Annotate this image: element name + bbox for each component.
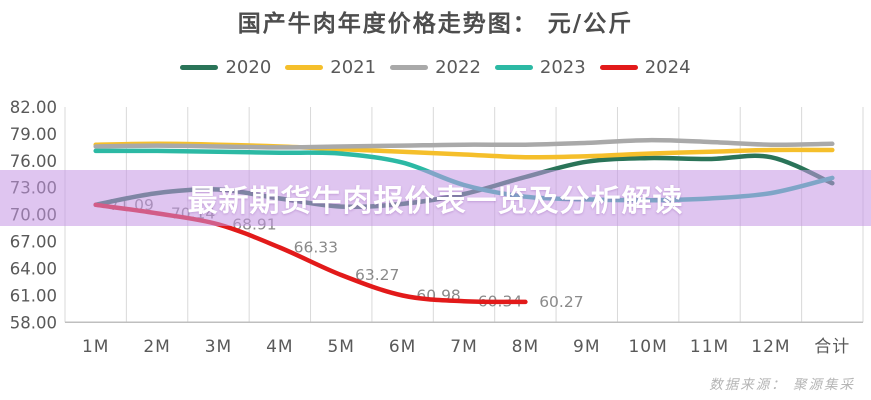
legend-label: 2024 xyxy=(644,57,691,78)
headline-banner-text: 最新期货牛肉报价表一览及分析解读 xyxy=(187,184,684,219)
x-axis-label: 9M xyxy=(573,337,600,357)
legend-item-2024[interactable]: 2024 xyxy=(599,57,691,78)
x-axis-label: 8M xyxy=(512,337,539,357)
legend-swatch-2024 xyxy=(599,65,638,70)
x-axis-label: 10M xyxy=(628,337,667,357)
legend-item-2020[interactable]: 2020 xyxy=(180,57,271,78)
legend-label: 2022 xyxy=(435,57,481,78)
legend: 2020 2021 2022 2023 2024 xyxy=(0,57,871,78)
legend-label: 2023 xyxy=(539,57,586,78)
y-axis-label: 64.00 xyxy=(10,259,57,278)
x-axis-label: 5M xyxy=(327,337,354,357)
legend-item-2022[interactable]: 2022 xyxy=(390,57,481,78)
x-axis-label: 2M xyxy=(143,337,170,357)
data-label-2024: 60.27 xyxy=(539,293,583,311)
chart-title: 国产牛肉年度价格走势图： 元/公斤 xyxy=(237,11,634,37)
x-axis-label: 4M xyxy=(266,337,293,357)
data-label-2024: 63.27 xyxy=(355,266,399,284)
headline-banner-overlay[interactable]: 最新期货牛肉报价表一览及分析解读 xyxy=(0,170,871,226)
y-axis-label: 61.00 xyxy=(10,286,57,305)
y-axis-label: 82.00 xyxy=(10,98,57,117)
data-label-2024: 66.33 xyxy=(294,239,338,257)
legend-swatch-2022 xyxy=(390,65,429,70)
y-axis-label: 58.00 xyxy=(10,313,57,332)
series-line-2022 xyxy=(93,137,835,150)
x-axis-label: 12M xyxy=(751,337,790,357)
legend-swatch-2020 xyxy=(180,65,219,70)
legend-label: 2021 xyxy=(330,57,377,78)
legend-swatch-2021 xyxy=(285,65,324,70)
y-axis-label: 67.00 xyxy=(10,233,57,252)
x-axis-label: 合计 xyxy=(814,337,850,357)
legend-label: 2020 xyxy=(225,57,272,78)
legend-swatch-2023 xyxy=(494,65,533,70)
x-axis-label: 7M xyxy=(450,337,477,357)
legend-item-2023[interactable]: 2023 xyxy=(494,57,586,78)
x-axis-label: 6M xyxy=(389,337,416,357)
y-axis-label: 79.00 xyxy=(10,125,57,144)
y-axis-label: 76.00 xyxy=(10,152,57,171)
x-axis-label: 11M xyxy=(690,337,729,357)
x-axis-label: 1M xyxy=(82,337,109,357)
data-source-note: 数据来源： 聚源集采 xyxy=(709,377,855,393)
legend-item-2021[interactable]: 2021 xyxy=(285,57,376,78)
x-axis-label: 3M xyxy=(205,337,232,357)
